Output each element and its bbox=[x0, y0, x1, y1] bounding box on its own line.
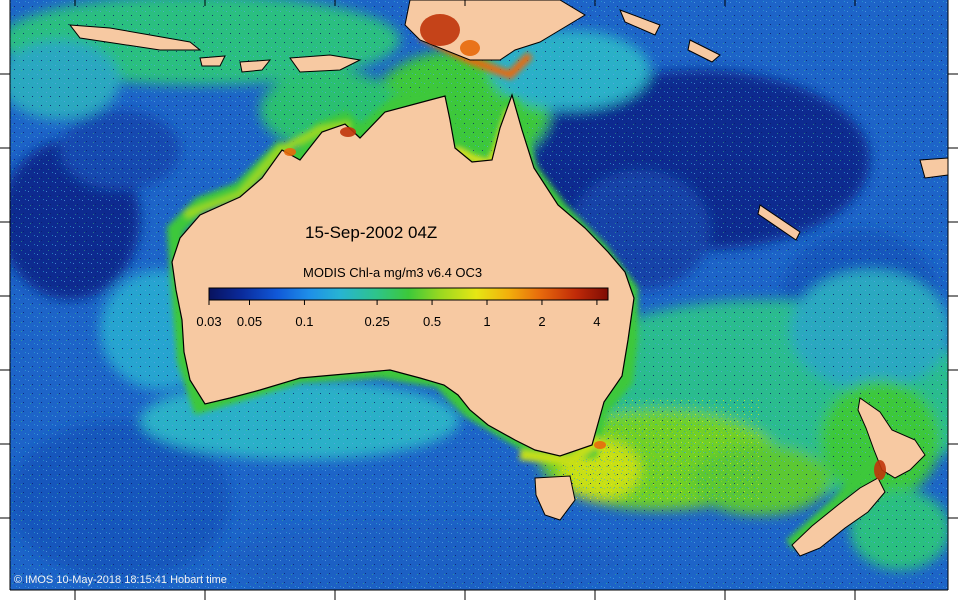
coastal-high-chl bbox=[284, 14, 886, 480]
small-island bbox=[687, 39, 721, 63]
new-zealand-north bbox=[857, 397, 926, 479]
new-caledonia bbox=[757, 204, 801, 241]
colorbar-tick-label: 0.05 bbox=[237, 314, 262, 329]
timor-island bbox=[289, 54, 362, 73]
colorbar-tick-label: 2 bbox=[538, 314, 545, 329]
small-island bbox=[619, 9, 661, 36]
tasmania bbox=[534, 475, 576, 521]
new-guinea bbox=[404, 0, 586, 61]
colorbar-tick-label: 4 bbox=[593, 314, 600, 329]
date-label: 15-Sep-2002 04Z bbox=[305, 223, 437, 242]
australia-landmass bbox=[171, 93, 635, 457]
colorbar: 0.03 0.05 0.1 0.25 0.5 1 2 4 bbox=[196, 287, 609, 329]
small-island bbox=[199, 55, 226, 67]
colorbar-gradient bbox=[208, 287, 609, 301]
colorbar-tick-label: 1 bbox=[483, 314, 490, 329]
copyright-text: © IMOS 10-May-2018 18:15:41 Hobart time bbox=[14, 574, 227, 586]
small-island bbox=[239, 59, 272, 73]
colorbar-tick-label: 0.25 bbox=[364, 314, 389, 329]
new-zealand-south bbox=[791, 477, 886, 557]
indonesia-island bbox=[68, 24, 202, 51]
colorbar-tick-label: 0.1 bbox=[295, 314, 313, 329]
small-island bbox=[919, 157, 948, 179]
colorbar-tick-label: 0.03 bbox=[196, 314, 221, 329]
colorbar-title: MODIS Chl-a mg/m3 v6.4 OC3 bbox=[303, 265, 482, 280]
land-islands bbox=[68, 0, 948, 557]
colorbar-ticks: 0.03 0.05 0.1 0.25 0.5 1 2 4 bbox=[196, 300, 601, 329]
colorbar-tick-label: 0.5 bbox=[423, 314, 441, 329]
